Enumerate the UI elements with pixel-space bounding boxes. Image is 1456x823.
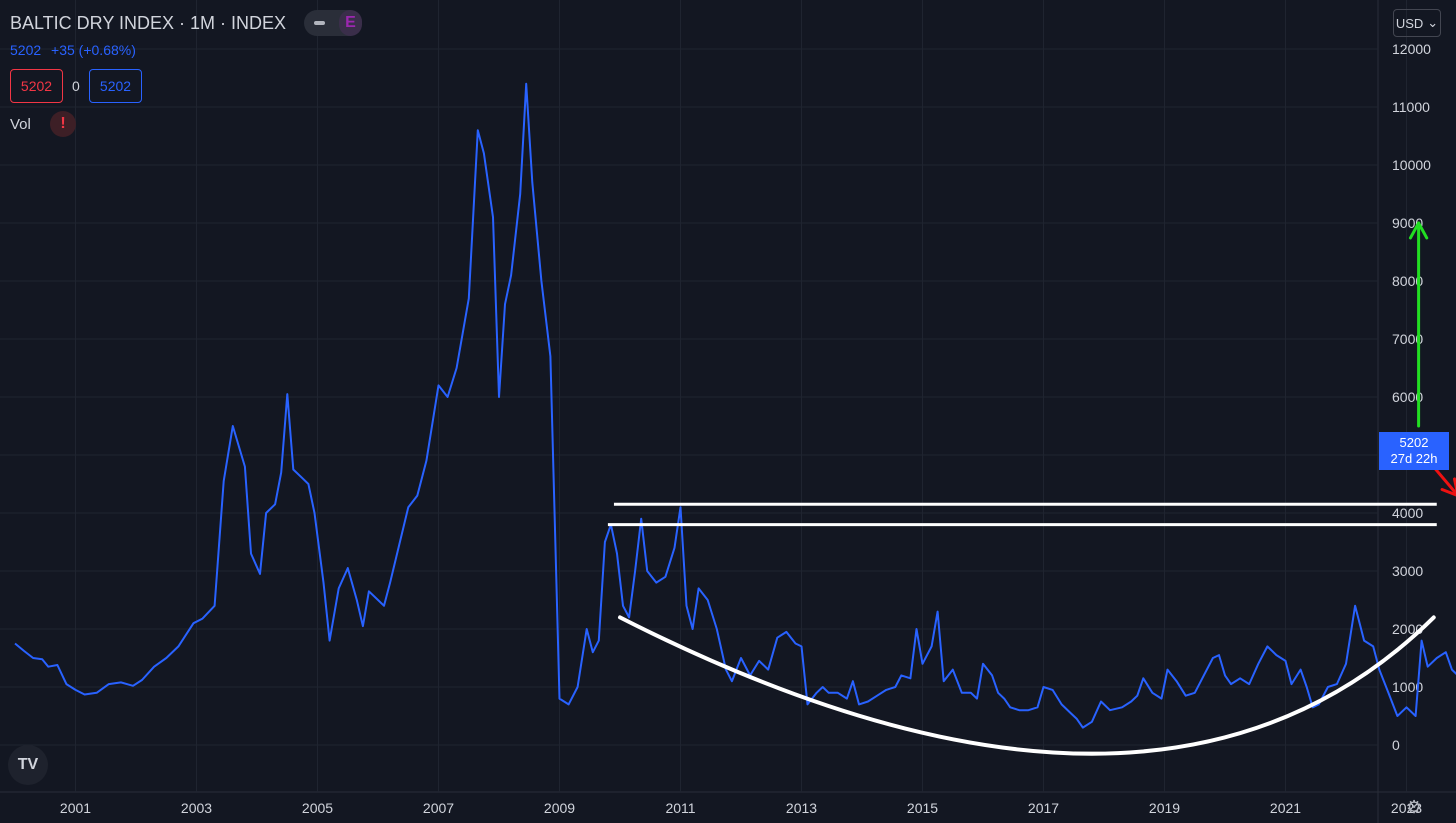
y-tick-label: 1000 <box>1392 679 1423 695</box>
y-tick-label: 12000 <box>1392 41 1431 57</box>
x-tick-label: 2013 <box>786 800 817 816</box>
price-series <box>14 82 1456 729</box>
price-tag-value: 5202 <box>1399 435 1429 450</box>
x-tick-label: 2021 <box>1270 800 1301 816</box>
y-tick-label: 10000 <box>1392 157 1431 173</box>
sell-price-box[interactable]: 5202 <box>10 69 63 103</box>
currency-selector[interactable]: USD ⌄ <box>1393 9 1441 37</box>
price-change: +35 (+0.68%) <box>51 42 136 58</box>
y-tick-label: 4000 <box>1392 505 1423 521</box>
buy-price-box[interactable]: 5202 <box>89 69 142 103</box>
chevron-down-icon: ⌄ <box>1427 15 1439 30</box>
x-tick-label: 2009 <box>544 800 575 816</box>
price-change-row: 5202 +35 (+0.68%) <box>10 42 142 58</box>
y-axis: 0100020003000400050006000700080009000100… <box>1392 41 1431 753</box>
x-tick-label: 2019 <box>1149 800 1180 816</box>
currency-label: USD <box>1395 15 1424 31</box>
earnings-badge[interactable]: E <box>338 10 363 36</box>
x-tick-label: 2017 <box>1028 800 1059 816</box>
warning-icon[interactable]: ! <box>50 111 76 137</box>
symbol-title[interactable]: BALTIC DRY INDEX · 1M · INDEX <box>10 12 287 33</box>
x-tick-label: 2015 <box>907 800 938 816</box>
gear-icon[interactable]: ⚙ <box>1406 797 1423 817</box>
x-axis: 2001 2003 2005 2007 2009 2011 2013 2015 2017 2019… <box>60 800 1422 816</box>
y-tick-label: 6000 <box>1392 389 1423 405</box>
y-tick-label: 3000 <box>1392 563 1423 579</box>
symbol-header[interactable]: BALTIC DRY INDEX · 1M · INDEX E <box>10 10 363 36</box>
last-price-tag: 5202 27d 22h <box>1379 432 1449 470</box>
x-tick-label: 2011 <box>665 800 695 816</box>
x-tick-label: 2023 <box>1391 800 1422 816</box>
x-tick-label: 2007 <box>423 800 454 816</box>
green-up-arrow-head <box>1408 221 1429 240</box>
price-tag-countdown: 27d 22h <box>1390 451 1438 466</box>
x-tick-label: 2005 <box>302 800 333 816</box>
y-tick-label: 7000 <box>1392 331 1423 347</box>
x-tick-label: 2001 <box>60 800 91 816</box>
y-tick-label: 11000 <box>1392 99 1430 115</box>
x-tick-label: 2003 <box>181 800 212 816</box>
cup-curve[interactable] <box>618 615 1436 756</box>
visibility-toggle[interactable]: E <box>304 10 363 36</box>
last-price: 5202 <box>10 42 42 58</box>
spread-value: 0 <box>72 78 80 94</box>
drawing-annotations[interactable] <box>607 221 1456 756</box>
tradingview-logo[interactable]: TV <box>8 745 48 785</box>
minus-icon <box>314 21 325 25</box>
series-line <box>14 82 1456 729</box>
volume-indicator-label[interactable]: Vol <box>10 116 31 133</box>
y-tick-label: 8000 <box>1392 273 1423 289</box>
y-tick-label: 0 <box>1392 737 1400 753</box>
